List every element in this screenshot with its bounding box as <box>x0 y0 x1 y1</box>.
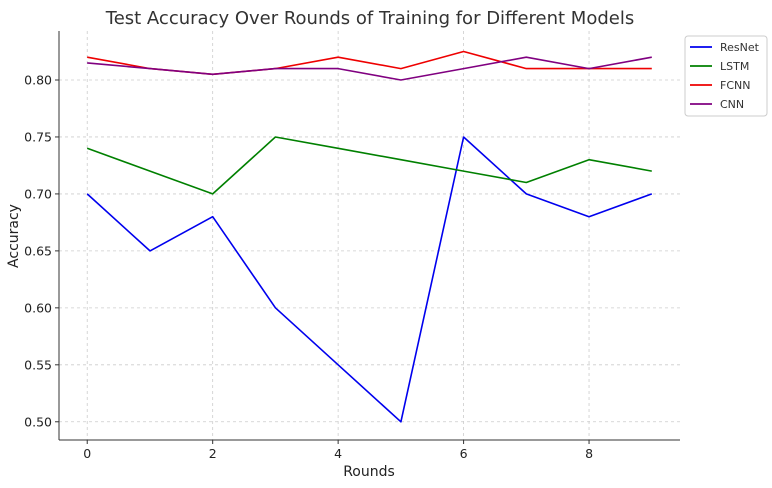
x-tick-label: 4 <box>334 446 342 461</box>
x-axis-label: Rounds <box>343 464 395 480</box>
chart-title: Test Accuracy Over Rounds of Training fo… <box>105 8 634 29</box>
legend-box <box>684 35 768 117</box>
y-tick-label: 0.55 <box>24 357 52 372</box>
series-line-lstm <box>86 136 652 195</box>
y-tick-label: 0.60 <box>24 300 52 315</box>
y-tick-label: 0.50 <box>24 414 52 429</box>
legend-label-fcnn: FCNN <box>720 79 750 92</box>
legend: ResNet LSTM FCNN CNN <box>684 35 768 117</box>
x-tick-label: 6 <box>460 446 468 461</box>
y-ticks: 0.50 0.55 0.60 0.65 0.70 0.75 0.80 <box>24 72 59 429</box>
x-tick-label: 8 <box>585 446 593 461</box>
grid-lines <box>59 31 680 440</box>
y-tick-label: 0.75 <box>24 129 52 144</box>
legend-label-lstm: LSTM <box>720 60 749 73</box>
x-tick-label: 2 <box>209 446 217 461</box>
legend-label-cnn: CNN <box>720 98 744 111</box>
series-lines <box>86 50 653 423</box>
legend-items: ResNet LSTM FCNN CNN <box>690 41 760 111</box>
x-ticks: 0 2 4 6 8 <box>83 440 593 461</box>
y-tick-label: 0.70 <box>24 186 52 201</box>
legend-label-resnet: ResNet <box>720 41 760 54</box>
series-line-resnet <box>86 136 653 423</box>
axes <box>58 31 680 441</box>
series-line-cnn <box>87 56 652 81</box>
y-tick-label: 0.65 <box>24 243 52 258</box>
y-tick-label: 0.80 <box>24 72 52 87</box>
x-tick-label: 0 <box>83 446 91 461</box>
y-axis-label: Accuracy <box>6 204 22 268</box>
